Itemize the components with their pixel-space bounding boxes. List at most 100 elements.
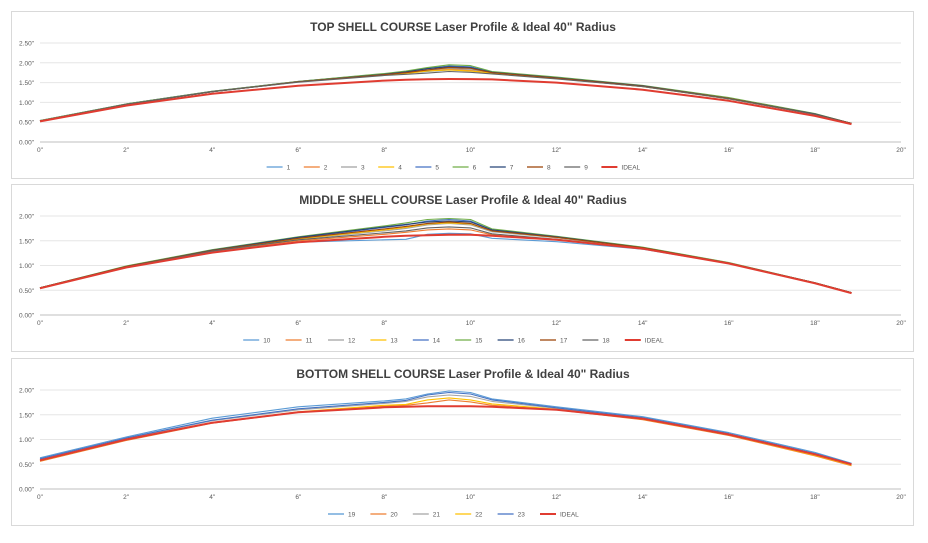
bottom-legend-label: IDEAL [560,512,579,519]
middle-series-line-17 [39,221,852,294]
top-x-tick-label: 14" [638,147,648,154]
top-series-line-5 [39,65,852,124]
middle-x-tick-label: 10" [466,320,476,327]
top-ideal-line [39,78,852,126]
middle-x-tick-label: 4" [209,320,216,327]
bottom-x-tick-label: 14" [638,494,648,501]
middle-series-line-18 [39,226,852,294]
top-x-tick-label: 0" [37,147,44,154]
top-x-tick-label: 18" [810,147,820,154]
top-y-tick-label: 2.00" [19,60,35,67]
top-x-tick-label: 20" [896,147,906,154]
top-legend-label: 7 [510,165,514,172]
top-y-tick-label: 0.00" [19,140,35,147]
top-y-tick-label: 0.50" [19,120,35,127]
bottom-y-tick-label: 0.50" [19,462,35,469]
middle-y-tick-label: 2.00" [19,214,35,221]
bottom-legend-label: 20 [390,512,398,519]
bottom-series-line-23 [39,391,852,465]
bottom-legend-label: 23 [518,512,526,519]
top-chart-title: TOP SHELL COURSE Laser Profile & Ideal 4… [310,20,616,34]
middle-legend-label: 11 [306,338,313,345]
middle-x-tick-label: 20" [896,320,906,327]
bottom-x-tick-label: 8" [381,494,388,501]
bottom-y-tick-label: 2.00" [19,388,35,395]
top-y-tick-label: 1.00" [19,100,35,107]
bottom-series-line-19 [39,390,852,464]
top-series-line-2 [39,68,852,124]
middle-legend-label: 10 [263,338,271,345]
top-series-line-8 [39,67,852,124]
middle-legend-label: 13 [390,338,398,345]
top-series-line-7 [39,66,852,124]
middle-y-tick-label: 1.00" [19,263,35,270]
top-x-tick-label: 4" [209,147,216,154]
top-x-tick-label: 6" [295,147,302,154]
middle-series-line-16 [39,220,852,294]
middle-legend-label: IDEAL [645,338,664,345]
top-y-tick-label: 2.50" [19,41,35,48]
middle-chart-title: MIDDLE SHELL COURSE Laser Profile & Idea… [299,193,627,207]
middle-x-tick-label: 2" [123,320,130,327]
bottom-x-tick-label: 2" [123,494,130,501]
middle-legend-label: 12 [348,338,356,345]
bottom-ideal-line [39,405,852,466]
chart-svg-bottom: BOTTOM SHELL COURSE Laser Profile & Idea… [19,367,906,519]
top-x-tick-label: 16" [724,147,734,154]
top-legend-label: 8 [547,165,551,172]
top-legend-label: 4 [398,165,402,172]
middle-x-tick-label: 14" [638,320,648,327]
top-legend-label: 3 [361,165,365,172]
middle-series-line-14 [39,218,852,294]
top-x-tick-label: 2" [123,147,130,154]
middle-y-tick-label: 0.00" [19,313,35,320]
top-x-tick-label: 12" [552,147,562,154]
middle-legend-label: 18 [602,338,610,345]
top-series-line-1 [39,69,852,124]
top-legend-label: 6 [473,165,477,172]
chart-panel-top: TOP SHELL COURSE Laser Profile & Ideal 4… [11,11,914,179]
bottom-x-tick-label: 16" [724,494,734,501]
bottom-y-tick-label: 0.00" [19,487,35,494]
middle-ideal-line [39,233,852,295]
middle-y-tick-label: 1.50" [19,238,35,245]
chart-panel-bottom: BOTTOM SHELL COURSE Laser Profile & Idea… [11,358,914,526]
middle-series-line-15 [39,217,852,294]
top-series-line-4 [39,69,852,124]
top-legend-label: 9 [584,165,588,172]
top-series-line-9 [39,70,852,125]
bottom-x-tick-label: 20" [896,494,906,501]
middle-legend-label: 14 [433,338,441,345]
bottom-legend-label: 21 [433,512,441,519]
bottom-legend-label: 19 [348,512,356,519]
middle-x-tick-label: 18" [810,320,820,327]
top-legend-label: IDEAL [621,165,640,172]
top-y-tick-label: 1.50" [19,80,35,87]
top-legend-label: 1 [287,165,291,172]
top-legend-label: 2 [324,165,328,172]
top-x-tick-label: 10" [466,147,476,154]
bottom-x-tick-label: 0" [37,494,44,501]
bottom-x-tick-label: 10" [466,494,476,501]
middle-legend-label: 17 [560,338,568,345]
bottom-legend-label: 22 [475,512,483,519]
bottom-chart-title: BOTTOM SHELL COURSE Laser Profile & Idea… [296,367,630,381]
chart-panel-middle: MIDDLE SHELL COURSE Laser Profile & Idea… [11,184,914,352]
chart-svg-middle: MIDDLE SHELL COURSE Laser Profile & Idea… [19,193,906,345]
middle-x-tick-label: 16" [724,320,734,327]
bottom-x-tick-label: 12" [552,494,562,501]
middle-y-tick-label: 0.50" [19,288,35,295]
top-x-tick-label: 8" [381,147,388,154]
bottom-y-tick-label: 1.50" [19,412,35,419]
bottom-x-tick-label: 4" [209,494,216,501]
middle-legend-label: 16 [518,338,526,345]
bottom-x-tick-label: 6" [295,494,302,501]
middle-x-tick-label: 6" [295,320,302,327]
middle-x-tick-label: 8" [381,320,388,327]
bottom-y-tick-label: 1.00" [19,437,35,444]
middle-x-tick-label: 0" [37,320,44,327]
top-legend-label: 5 [435,165,439,172]
bottom-x-tick-label: 18" [810,494,820,501]
top-series-line-6 [39,64,852,124]
middle-x-tick-label: 12" [552,320,562,327]
